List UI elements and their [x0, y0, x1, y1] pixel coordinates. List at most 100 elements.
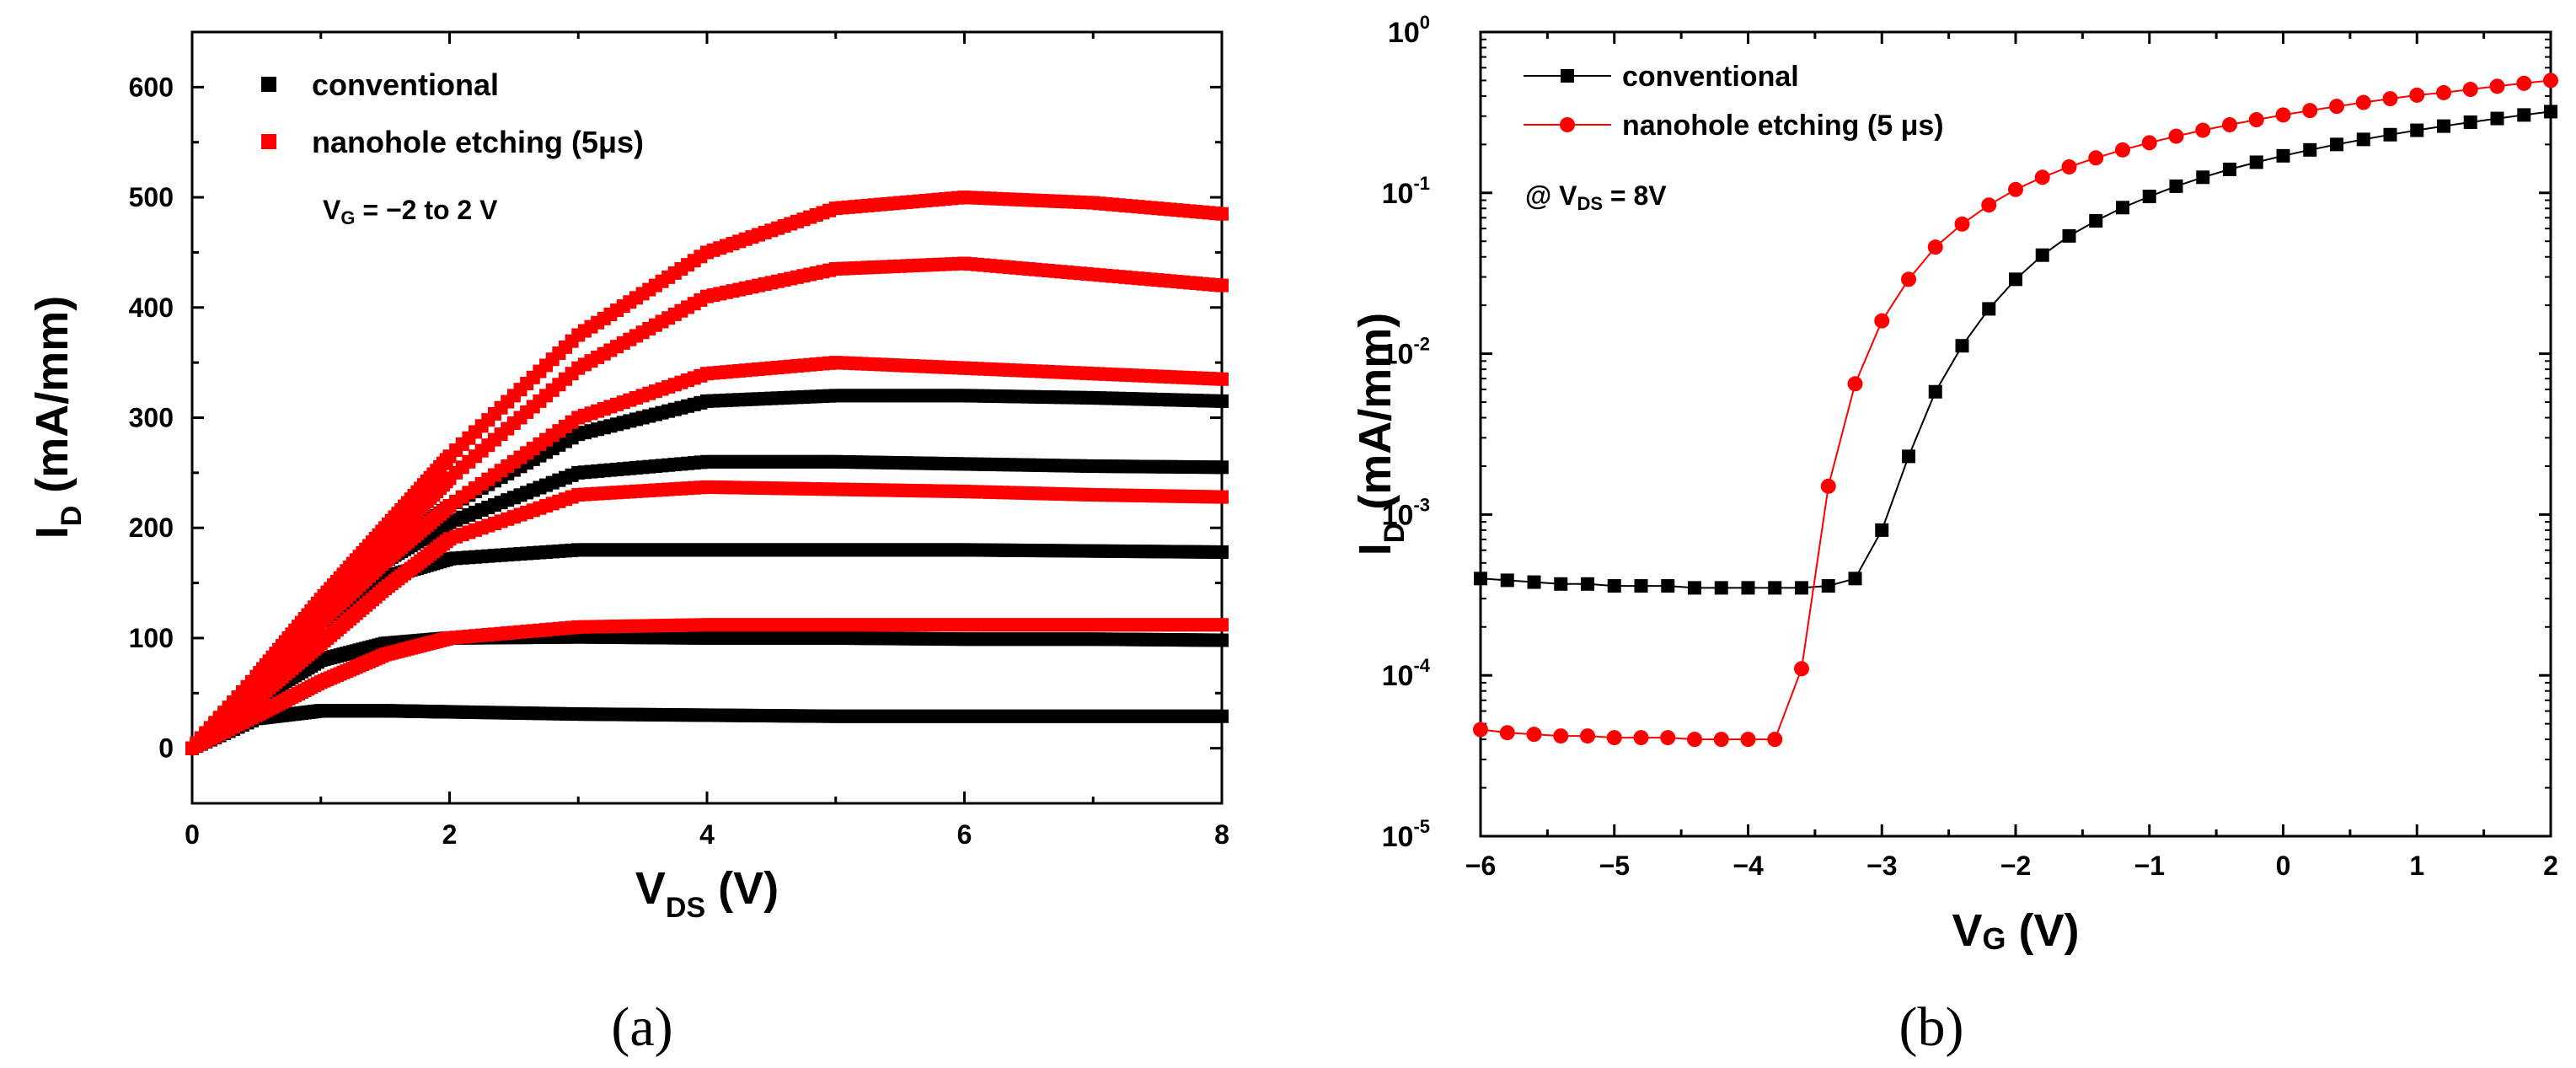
y-tick-base: 10 [1382, 660, 1414, 692]
data-point [1554, 577, 1568, 591]
data-point [1955, 339, 1969, 353]
data-point [1902, 449, 1915, 464]
panel-a-annotation: VG = −2 to 2 V [323, 195, 498, 228]
x-tick-label: 0 [2276, 851, 2291, 881]
data-point [1580, 728, 1595, 744]
data-point [1215, 545, 1229, 559]
data-point [2490, 111, 2504, 126]
data-point [1714, 581, 1728, 595]
data-point [2141, 135, 2157, 151]
data-point [2382, 91, 2398, 107]
data-point [1215, 633, 1229, 647]
data-point [2034, 169, 2050, 185]
x-tick-label: 8 [1214, 819, 1229, 850]
data-point [2275, 107, 2291, 123]
y-tick-exponent: 0 [1420, 12, 1430, 33]
panel-b-annotation: @ VDS = 8V [1525, 180, 1667, 214]
data-point [2544, 105, 2557, 119]
data-point [1607, 579, 1621, 593]
panel-a-legend: conventional nanohole etching (5μs) [261, 67, 644, 159]
y-tick-base: 10 [1382, 499, 1414, 531]
data-point [2329, 99, 2344, 115]
data-point [1821, 579, 1835, 593]
y-tick-base: 10 [1382, 821, 1414, 853]
x-label-sub: DS [666, 892, 705, 924]
data-point [1606, 730, 1622, 746]
data-point [2089, 213, 2103, 228]
y-tick-exponent: -5 [1413, 816, 1430, 837]
data-point [1982, 302, 1996, 316]
data-point [2062, 228, 2076, 243]
y-label-unit: (mA/mm) [27, 296, 78, 506]
panel-a-x-axis-label: VDS (V) [635, 863, 779, 924]
data-point [1928, 384, 1942, 399]
y-tick-base: 10 [1382, 178, 1414, 210]
data-point [2355, 94, 2371, 110]
data-point [2330, 137, 2343, 152]
legend-swatch-nanohole [261, 134, 276, 149]
legend-label-conventional-b: conventional [1622, 61, 1799, 93]
y-tick-label: 300 [129, 403, 174, 433]
y-tick-label: 10-1 [1382, 173, 1430, 210]
data-point [1794, 661, 1809, 677]
x-label-unit: (V) [705, 863, 779, 914]
panel-a-ticks [190, 30, 1224, 805]
x-label-main: V [635, 863, 666, 914]
data-point [2088, 150, 2104, 166]
data-point [2035, 248, 2049, 262]
y-tick-exponent: -4 [1413, 655, 1430, 676]
y-tick-label: 400 [129, 292, 174, 323]
data-point [1581, 577, 1594, 591]
data-point [2303, 142, 2317, 157]
series-nanohole [1473, 72, 2558, 748]
y-tick-label: 10-4 [1382, 655, 1431, 692]
data-point [1875, 523, 1889, 537]
y-tick-label: 100 [1388, 12, 1430, 49]
data-point [2489, 78, 2505, 94]
data-point [1687, 732, 1702, 748]
y-tick-base: 10 [1388, 17, 1420, 49]
data-point [2142, 190, 2156, 204]
y-label-sub: D [56, 506, 88, 527]
data-point [1634, 579, 1648, 593]
data-point [2009, 272, 2022, 287]
data-point [1740, 732, 1756, 748]
y-tick-exponent: -2 [1413, 334, 1430, 355]
data-point [1474, 572, 1487, 586]
y-tick-label: 500 [129, 182, 174, 212]
panel-b-y-axis-label: ID (mA/mm) [1350, 313, 1411, 556]
data-point [1768, 581, 1782, 595]
y-tick-label: 10-3 [1382, 494, 1430, 531]
data-point [2169, 179, 2183, 193]
x-tick-label: −3 [1866, 851, 1897, 881]
data-point [2195, 122, 2211, 138]
data-point [1215, 618, 1229, 632]
data-point [2516, 75, 2532, 91]
x-tick-label: 1 [2409, 851, 2424, 881]
data-point [2543, 72, 2558, 89]
xb-label-unit: (V) [2006, 905, 2080, 956]
y-label-main: I [27, 526, 78, 539]
panel-b-legend: conventional nanohole etching (5 μs) [1524, 61, 1944, 142]
data-point [2168, 128, 2184, 144]
data-point [1981, 197, 1997, 213]
x-tick-label: 0 [185, 819, 200, 850]
data-point [1526, 727, 1542, 743]
yb-label-main: I [1350, 543, 1400, 555]
series-nanohole [185, 618, 1229, 755]
x-tick-label: −4 [1733, 851, 1764, 881]
data-point [1500, 573, 1514, 588]
data-point [1499, 725, 1515, 741]
data-point [2116, 201, 2129, 215]
data-point [2276, 148, 2290, 163]
data-point [2196, 170, 2210, 185]
x-tick-label: −6 [1465, 851, 1496, 881]
data-point [2061, 159, 2077, 175]
panel-a-data-marks [185, 191, 1229, 755]
data-point [1688, 581, 1701, 595]
legend-label-nanohole: nanohole etching (5μs) [312, 125, 644, 159]
data-point [2462, 82, 2478, 98]
data-point [2115, 142, 2130, 158]
annotation-b-sub: DS [1577, 193, 1603, 214]
